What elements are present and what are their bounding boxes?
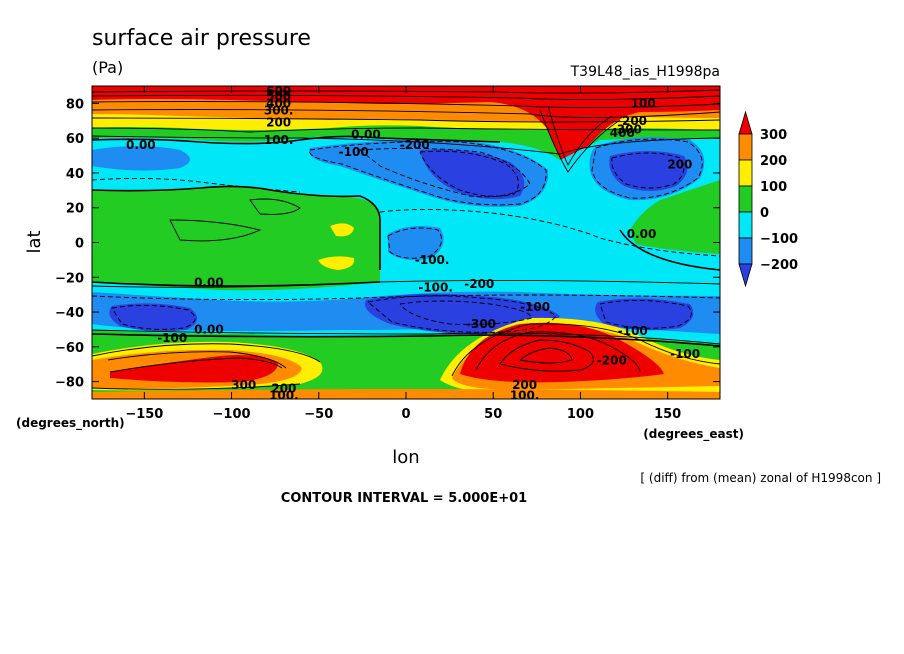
y-units-label: (degrees_north) — [16, 416, 125, 431]
x-axis-label: lon — [392, 447, 419, 468]
contour-label: 300. — [264, 103, 294, 117]
y-tick-label: −40 — [55, 306, 84, 321]
contour-label: 200 — [622, 114, 647, 128]
colorbar: 300 200 100 0 −100 −200 — [738, 110, 798, 288]
contour-interval-text: CONTOUR INTERVAL = 5.000E+01 — [281, 491, 527, 506]
contour-label: -100 — [618, 324, 648, 338]
contour-label: -200 — [464, 277, 494, 291]
y-tick-label: −80 — [55, 376, 84, 391]
field-north-darkblue-pacific — [609, 151, 688, 191]
contour-label: 400 — [266, 96, 291, 110]
field-south-darkblue-west — [109, 303, 198, 332]
contour-label: -100 — [157, 331, 187, 345]
colorbar-label: 300 — [760, 128, 787, 143]
x-tick-label: −150 — [125, 407, 163, 422]
contour-label: -100 — [670, 347, 700, 361]
contour-label: 200 — [266, 116, 291, 130]
run-label: T39L48_ias_H1998pa — [570, 64, 720, 80]
field-south-red-west — [110, 355, 278, 383]
x-units-label: (degrees_east) — [643, 427, 744, 442]
colorbar-swatch — [738, 133, 753, 161]
colorbar-label: −100 — [760, 232, 798, 247]
field-south-darkblue-east — [595, 298, 694, 331]
y-tick-label: 60 — [66, 132, 84, 147]
field-north-darkblue-atlantic — [420, 149, 525, 200]
y-tick-label: −20 — [55, 271, 84, 286]
colorbar-arrow-top — [738, 110, 753, 135]
contour-label: -200 — [597, 354, 627, 368]
contour-label: 200 — [512, 378, 537, 392]
field-north-blue-west — [92, 146, 190, 171]
contour-label: 100. — [510, 389, 540, 403]
colorbar-swatch — [738, 211, 753, 239]
y-tick-label: 0 — [75, 237, 84, 252]
contour-label: -200 — [400, 138, 430, 152]
colorbar-label: 200 — [760, 154, 787, 169]
contour-label: 300 — [617, 122, 642, 136]
contour-label: 0.00 — [351, 128, 381, 142]
contour-label: 400 — [610, 126, 635, 140]
contour-label: 0.00 — [627, 227, 657, 241]
y-axis-label: lat — [24, 230, 45, 253]
contour-label: 200 — [271, 382, 296, 396]
contour-label: -100. — [418, 281, 453, 295]
x-tick-label: 0 — [401, 407, 410, 422]
zero-contour-lines — [92, 135, 720, 347]
contour-label: 100. — [269, 389, 299, 403]
x-tick-label: −50 — [304, 407, 333, 422]
colorbar-swatch — [738, 185, 753, 213]
contour-label: 200 — [667, 157, 692, 171]
y-tick-label: 80 — [66, 97, 84, 112]
contour-label: -100 — [520, 300, 550, 314]
contour-label: 100. — [264, 133, 294, 147]
contour-label: 500 — [266, 89, 291, 103]
field-tropics-blue — [388, 226, 444, 260]
contour-label: 100 — [631, 96, 656, 110]
field-tropics-cyan — [380, 207, 720, 290]
units-label: (Pa) — [92, 58, 123, 77]
colorbar-label: −200 — [760, 258, 798, 273]
y-tick-label: −60 — [55, 341, 84, 356]
field-yellow-patch-1 — [330, 223, 354, 237]
contour-label: 0.00 — [194, 322, 224, 336]
chart-title: surface air pressure — [92, 26, 311, 51]
colorbar-label: 0 — [760, 206, 769, 221]
y-tick-label: 40 — [66, 167, 84, 182]
contour-label: 0.00 — [126, 138, 156, 152]
colorbar-label: 100 — [760, 180, 787, 195]
x-axis-ticks: −150 −100 −50 0 50 100 150 — [125, 86, 681, 422]
x-tick-label: 50 — [484, 407, 502, 422]
contour-label: 300 — [231, 378, 256, 392]
field-yellow-patch-2 — [318, 256, 355, 270]
colorbar-arrow-bottom — [738, 263, 753, 288]
colorbar-swatch — [738, 159, 753, 187]
x-tick-label: 150 — [654, 407, 681, 422]
contour-field — [92, 86, 720, 399]
colorbar-swatch — [738, 237, 753, 265]
contour-label: -100. — [415, 253, 450, 267]
diff-note: [ (diff) from (mean) zonal of H1998con ] — [640, 471, 881, 485]
x-tick-label: 100 — [567, 407, 594, 422]
contour-label: 0.00 — [194, 275, 224, 289]
contour-label: -300 — [466, 317, 496, 331]
y-tick-label: 20 — [66, 202, 84, 217]
contour-label: -100 — [339, 145, 369, 159]
contour-label: 600 — [266, 84, 291, 98]
x-tick-label: −100 — [213, 407, 251, 422]
